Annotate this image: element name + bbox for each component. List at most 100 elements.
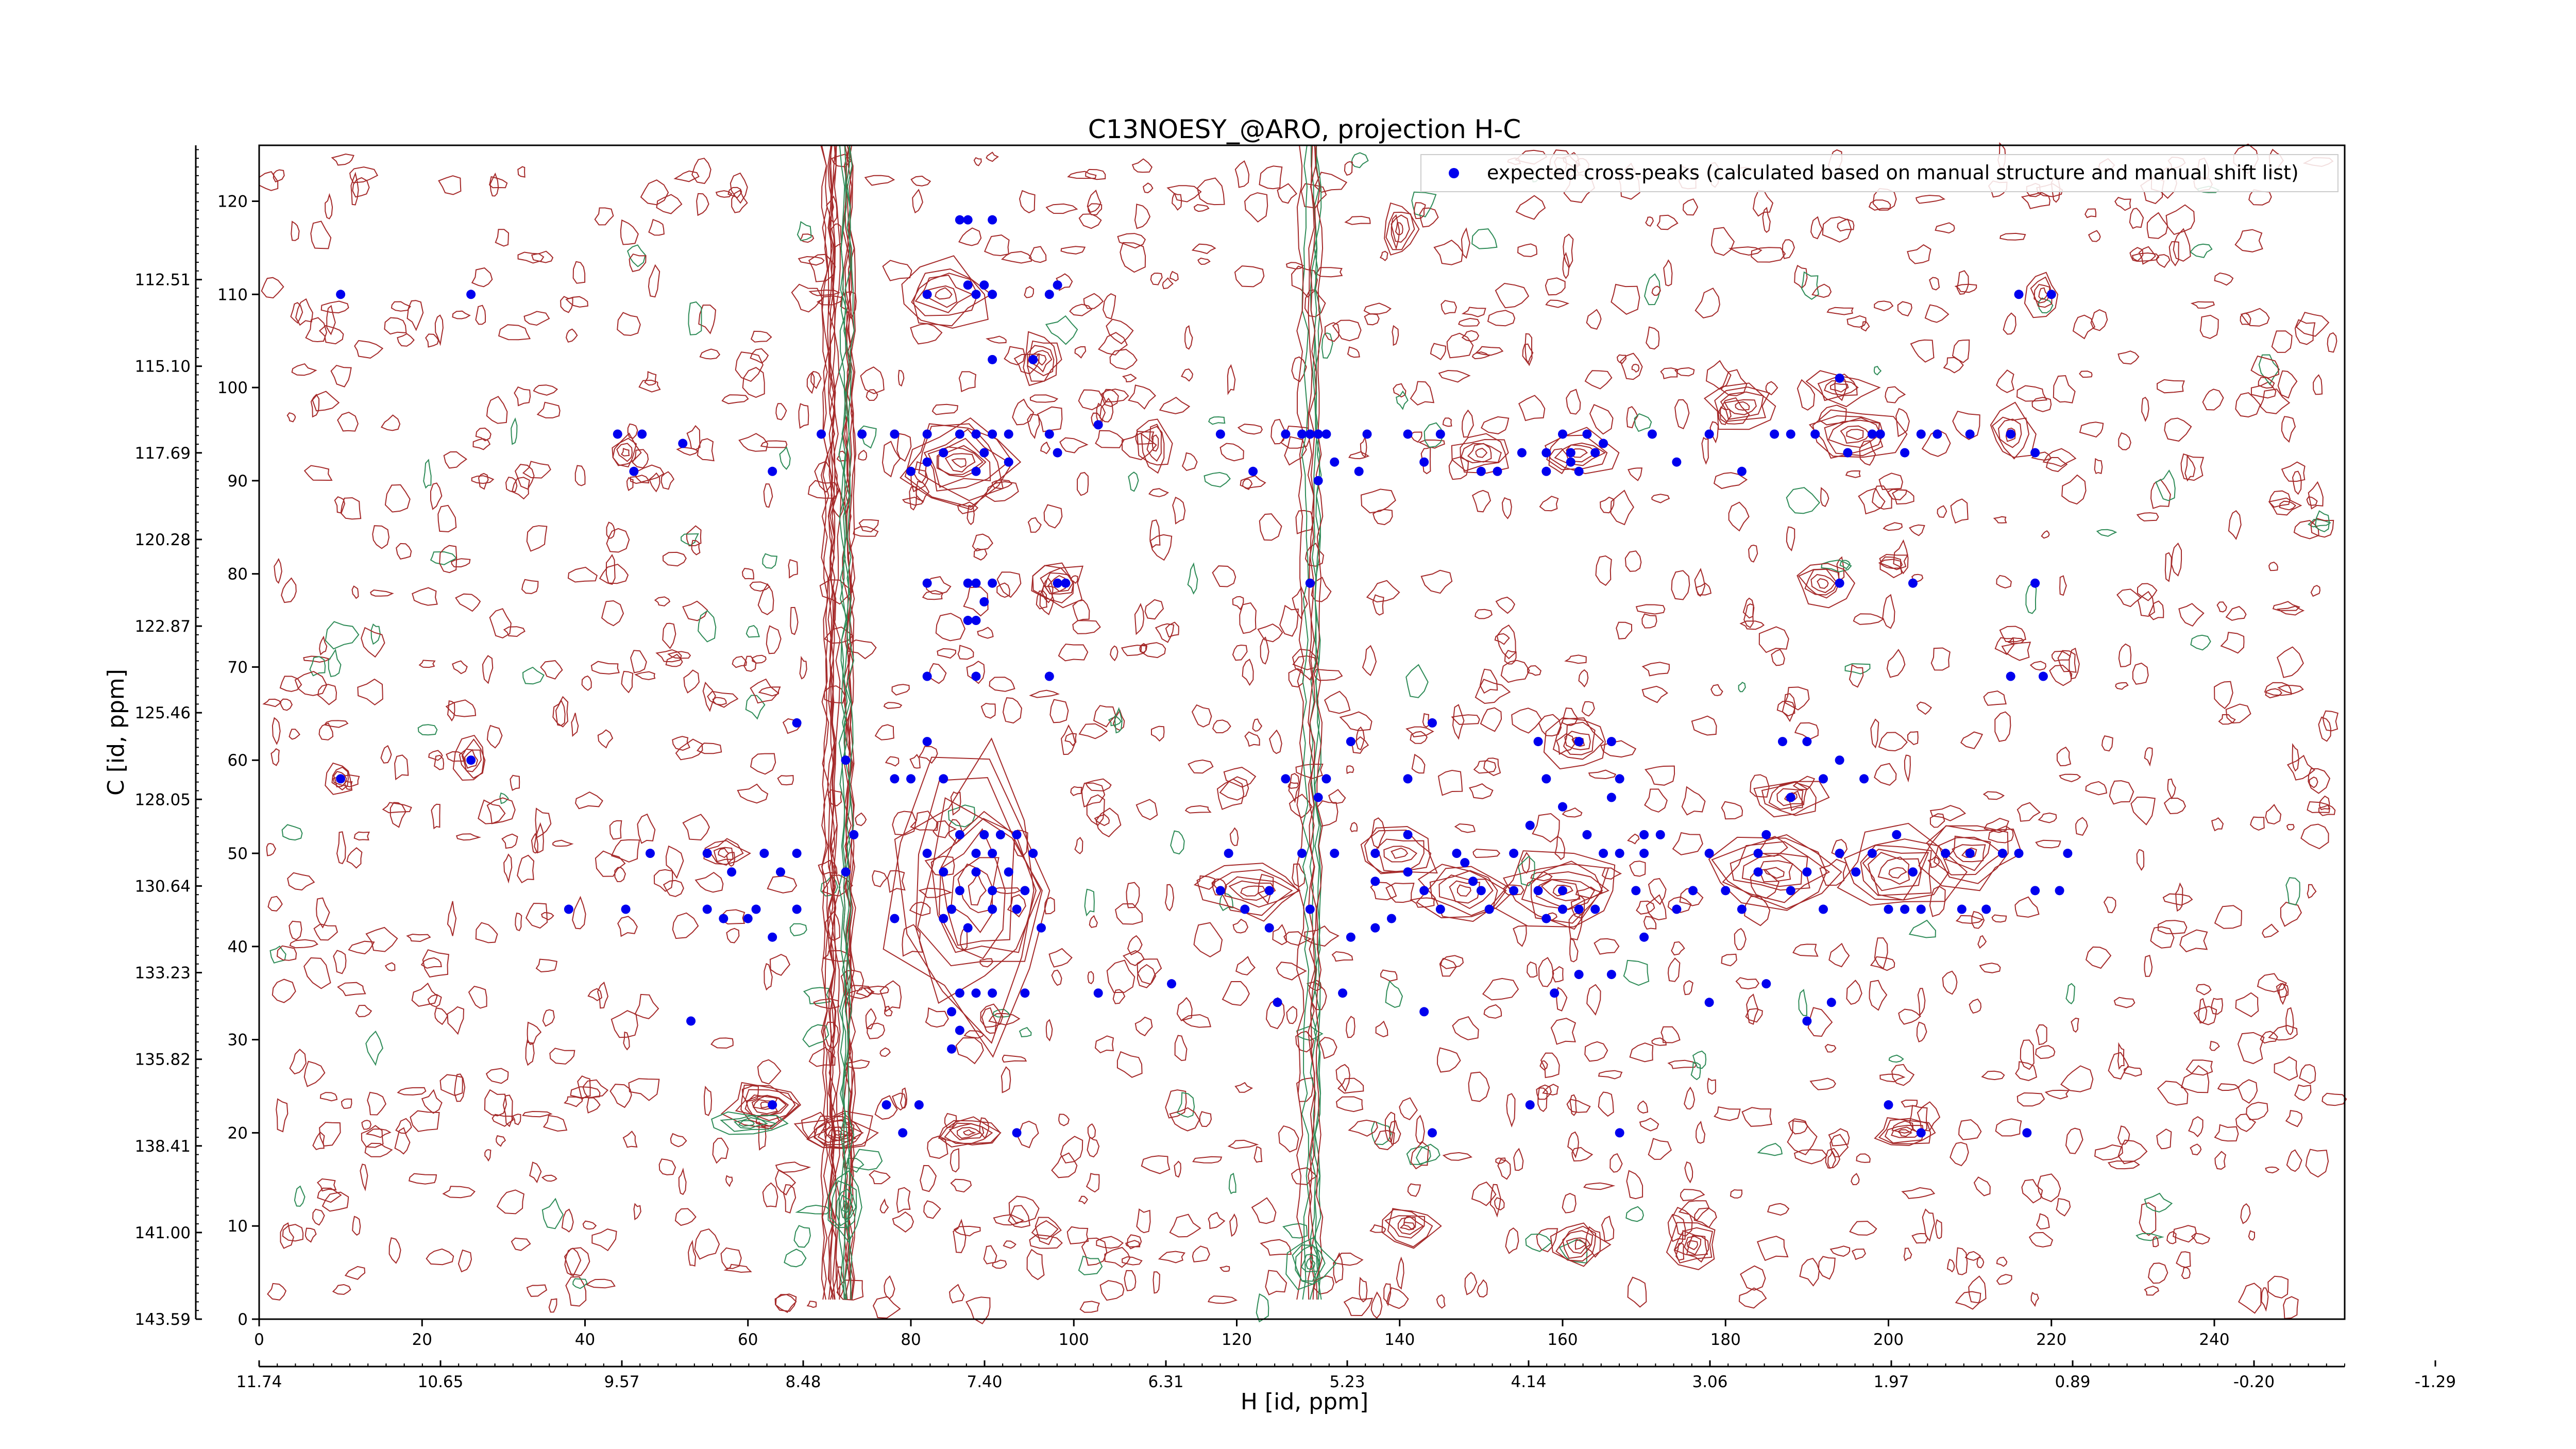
contour-line [2260,1031,2278,1044]
contour-line [1818,1256,1836,1280]
contour-line [2051,650,2071,662]
contour-line [1475,346,1504,356]
contour-line [627,423,638,439]
contour-line [1451,714,1480,725]
contour-line [1714,1106,1741,1121]
contour-line [753,1099,773,1110]
cross-peak-point [922,737,932,747]
contour-line [1027,414,1040,440]
contour-line [1995,1118,2022,1137]
contour-line [1383,1283,1392,1307]
x-ppm-tick-label: -0.20 [2233,1373,2275,1391]
cross-peak-point [971,429,981,439]
contour-line [484,1089,507,1117]
contour-line [1451,439,1509,471]
contour-line [896,433,912,462]
contour-line [904,417,1013,508]
contour-line [1433,239,1463,265]
contour-line [1228,880,1276,901]
contour-line [1893,539,1909,575]
contour-line [1196,177,1225,206]
contour-line [703,1085,713,1116]
contour-line [357,678,383,706]
contour-line [1574,1239,1587,1250]
contour-line [1641,685,1668,703]
contour-line [2238,1283,2262,1314]
contour-line [1379,250,1388,261]
contour-line [1538,957,1554,987]
contour-line [937,648,956,659]
contour-line [1556,733,1575,755]
contour-line [1043,504,1063,529]
cross-peak-point [1061,578,1071,588]
contour-line [1674,367,1695,377]
contour-line [1738,682,1746,693]
contour-line [930,818,1037,953]
contour-line [1897,1129,1913,1137]
contour-line [1810,574,1836,594]
contour-line [1396,390,1409,410]
contour-line [2071,1017,2079,1033]
contour-line [2248,1230,2256,1241]
contour-line [840,970,865,996]
contour-line [1817,578,1829,589]
contour-line [1888,867,1907,879]
contour-line [485,1068,509,1084]
contour-line [1513,1148,1524,1171]
contour-line [1366,580,1400,603]
contour-line [1616,354,1626,364]
contour-line [333,771,347,787]
contour-line [617,312,641,336]
contour-line [760,1101,770,1108]
contour-line [917,797,1043,967]
y-tick-label: 80 [228,565,248,584]
y-tick-label: 90 [228,472,248,491]
contour-line [807,480,839,499]
contour-line [950,1178,972,1193]
contour-line [656,194,683,214]
contour-line [2129,247,2144,262]
contour-line [1044,897,1055,915]
contour-line [391,301,411,312]
contour-line [1029,689,1060,698]
contour-line [1036,590,1047,610]
contour-line [1122,1256,1143,1266]
contour-line [802,1024,829,1048]
contour-line [638,379,661,393]
contour-line [1517,243,1537,257]
contour-line [2246,1102,2268,1121]
contour-line [2035,1045,2056,1059]
contour-line [430,551,457,565]
contour-line [760,440,788,448]
contour-line [2184,454,2196,482]
contour-line [1240,475,1266,489]
contour-line [521,579,539,594]
contour-line [312,1131,325,1150]
contour-line [622,1131,638,1148]
contour-line [1045,315,1078,345]
contour-line [2211,817,2224,832]
contour-line [1295,1244,1320,1282]
contour-line [790,606,799,635]
contour-line [478,473,489,490]
cross-peak-point [1655,830,1665,839]
cross-peak-point [979,597,989,606]
contour-line [1212,719,1231,734]
contour-line [2072,314,2096,340]
cross-peak-point [1476,466,1486,476]
contour-line [1886,649,1906,678]
contour-line [295,298,313,326]
cross-peak-point [1460,858,1470,868]
contour-line [1081,782,1106,807]
contour-line [1750,869,1780,899]
contour-line [388,1237,401,1264]
cross-peak-point [1704,998,1714,1007]
contour-line [1224,876,1293,908]
contour-line [1609,1153,1623,1173]
contour-line [2268,490,2291,508]
cross-peak-point [1957,904,1967,914]
contour-line [1386,1287,1409,1309]
contour-line [1883,522,1903,531]
contour-line [1506,1093,1516,1128]
